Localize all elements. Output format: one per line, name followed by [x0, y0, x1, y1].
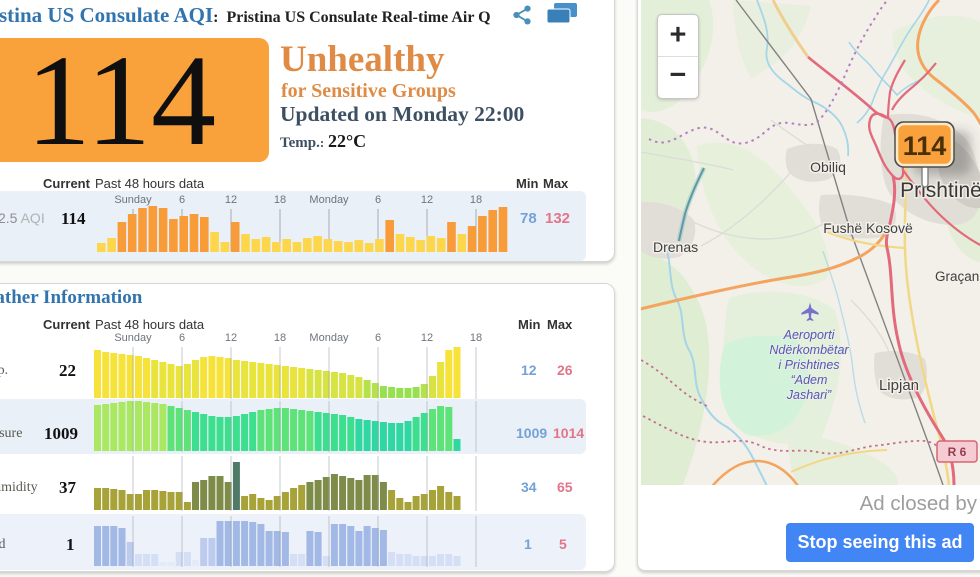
svg-text:Lipjan: Lipjan: [879, 377, 919, 394]
svg-text:Prishtinë: Prishtinë: [900, 179, 980, 202]
svg-text:Graçanicë: Graçanicë: [935, 269, 980, 284]
svg-text:i Prishtines: i Prishtines: [778, 358, 839, 372]
svg-text:Jashari”: Jashari”: [786, 388, 832, 402]
svg-text:“Adem: “Adem: [791, 373, 828, 387]
svg-text:Drenas: Drenas: [653, 239, 698, 255]
svg-text:Fushë Kosovë: Fushë Kosovë: [823, 220, 913, 236]
svg-text:Ndërkombëtar: Ndërkombëtar: [769, 343, 849, 357]
svg-text:114: 114: [903, 131, 947, 161]
svg-text:R 6: R 6: [948, 445, 967, 459]
svg-text:Aeroporti: Aeroporti: [783, 328, 836, 342]
svg-text:Obiliq: Obiliq: [810, 159, 846, 175]
